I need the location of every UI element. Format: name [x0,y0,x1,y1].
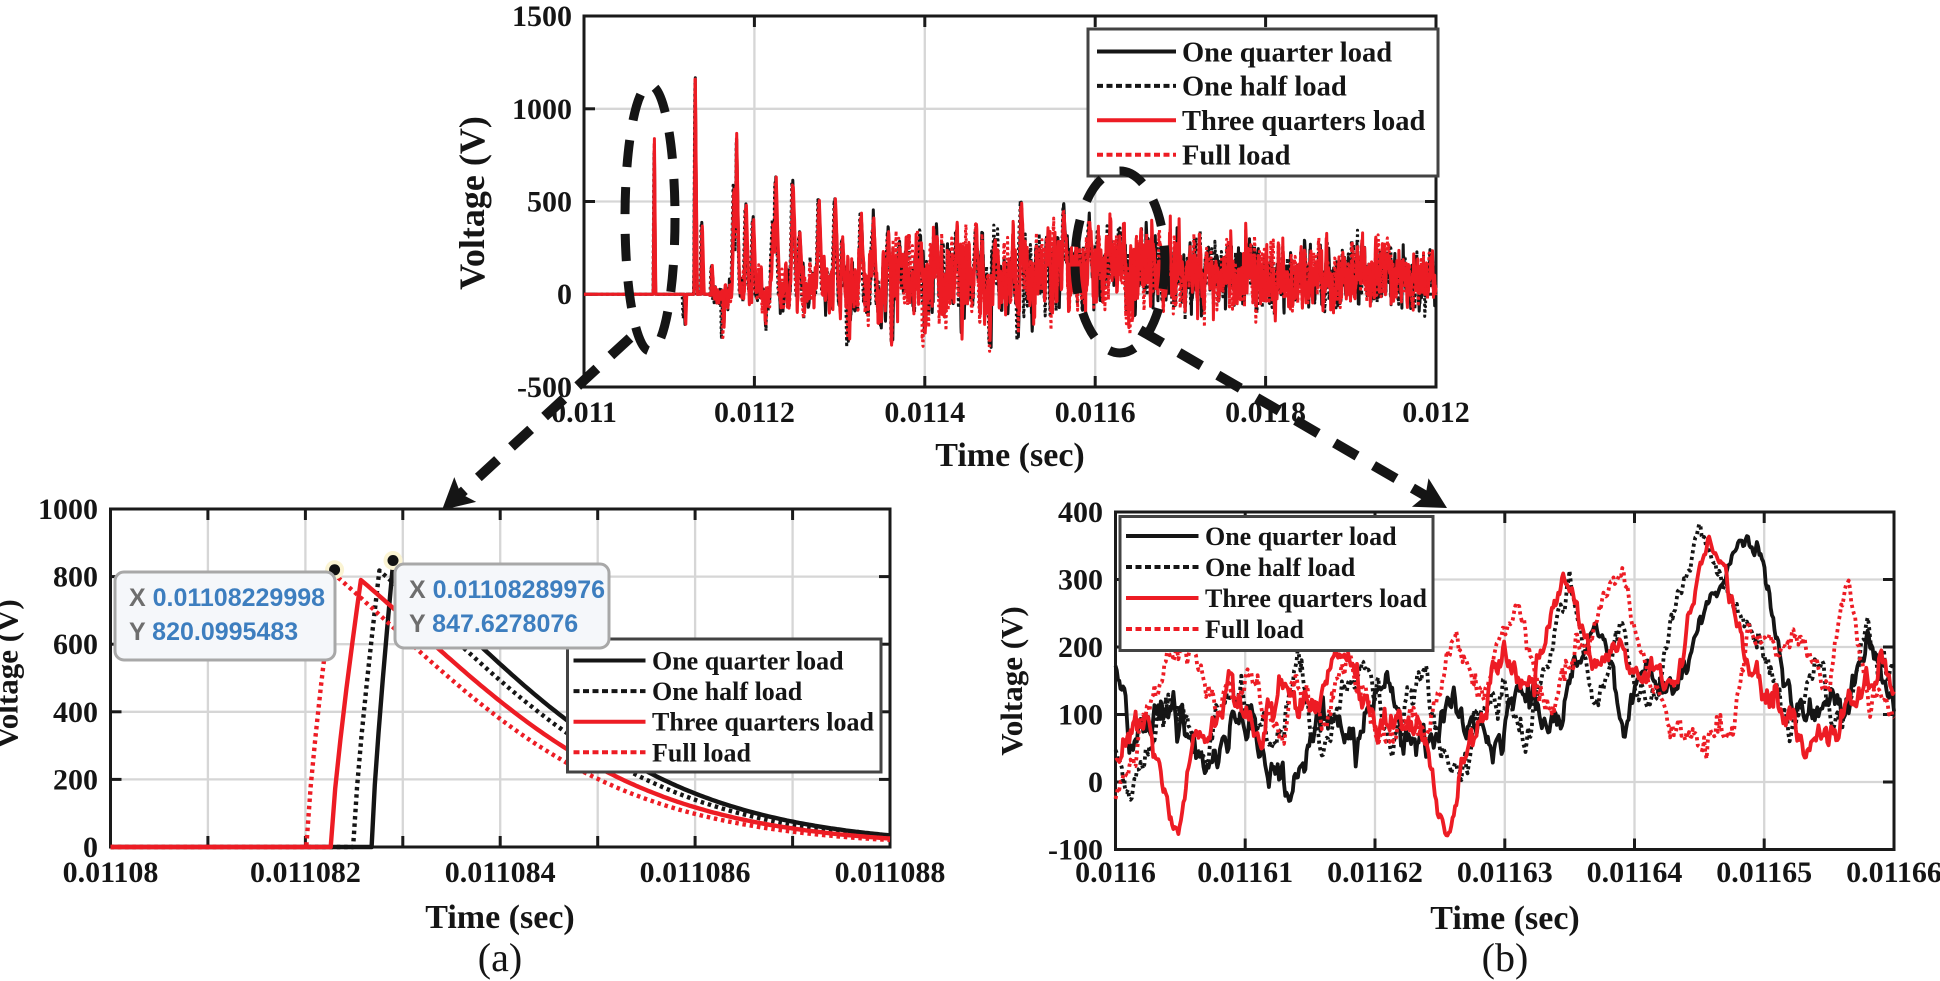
svg-text:Voltage (V): Voltage (V) [0,599,25,749]
svg-text:Time (sec): Time (sec) [1430,900,1579,937]
svg-text:0.01163: 0.01163 [1457,856,1553,889]
svg-text:(b): (b) [1482,935,1529,980]
svg-text:0.0116: 0.0116 [1075,856,1156,889]
svg-text:One half load: One half load [652,677,803,706]
svg-text:0.0114: 0.0114 [884,396,965,429]
svg-text:Three quarters load: Three quarters load [1205,584,1427,613]
svg-text:Voltage (V): Voltage (V) [994,606,1029,756]
svg-text:0.01162: 0.01162 [1327,856,1423,889]
svg-text:400: 400 [53,696,98,729]
svg-text:One quarter load: One quarter load [1182,37,1392,68]
svg-text:0.01164: 0.01164 [1587,856,1683,889]
svg-text:0.01165: 0.01165 [1716,856,1812,889]
svg-text:0.012: 0.012 [1402,396,1470,429]
svg-text:500: 500 [527,186,572,219]
svg-text:1000: 1000 [512,93,572,126]
svg-text:Time (sec): Time (sec) [425,899,574,936]
svg-text:600: 600 [53,628,98,661]
svg-text:-100: -100 [1048,834,1103,867]
svg-text:1500: 1500 [512,0,572,33]
svg-text:800: 800 [53,561,98,594]
svg-text:0.011082: 0.011082 [250,856,361,889]
svg-text:X 0.01108229998: X 0.01108229998 [129,584,325,612]
svg-text:Three quarters load: Three quarters load [1182,106,1425,137]
svg-text:1000: 1000 [38,493,98,526]
svg-text:200: 200 [1058,631,1103,664]
svg-text:One half load: One half load [1182,72,1347,103]
svg-text:Y 820.0995483: Y 820.0995483 [129,618,298,646]
svg-text:Y 847.6278076: Y 847.6278076 [409,610,578,638]
svg-text:0.01166: 0.01166 [1846,856,1940,889]
svg-text:100: 100 [1058,699,1103,732]
svg-text:Three quarters load: Three quarters load [652,708,874,737]
svg-text:One quarter load: One quarter load [652,647,844,676]
svg-text:Full load: Full load [1182,141,1291,172]
svg-text:Full load: Full load [652,738,752,767]
svg-text:200: 200 [53,763,98,796]
svg-text:Voltage (V): Voltage (V) [452,116,492,290]
svg-text:(a): (a) [478,935,522,980]
svg-text:0: 0 [83,831,98,864]
svg-text:Time (sec): Time (sec) [935,437,1084,474]
svg-text:0.0116: 0.0116 [1055,396,1136,429]
svg-text:0.01161: 0.01161 [1197,856,1293,889]
svg-text:One half load: One half load [1205,553,1356,582]
svg-text:0.01108: 0.01108 [63,856,159,889]
svg-text:400: 400 [1058,496,1103,529]
svg-text:0.0112: 0.0112 [714,396,795,429]
svg-text:0.011088: 0.011088 [835,856,946,889]
svg-text:0: 0 [557,278,572,311]
svg-text:One quarter load: One quarter load [1205,522,1397,551]
svg-text:Full load: Full load [1205,615,1305,644]
svg-text:0: 0 [1088,766,1103,799]
svg-text:X 0.01108289976: X 0.01108289976 [409,576,605,604]
svg-text:0.011084: 0.011084 [445,856,556,889]
svg-text:300: 300 [1058,564,1103,597]
svg-text:0.011086: 0.011086 [640,856,751,889]
